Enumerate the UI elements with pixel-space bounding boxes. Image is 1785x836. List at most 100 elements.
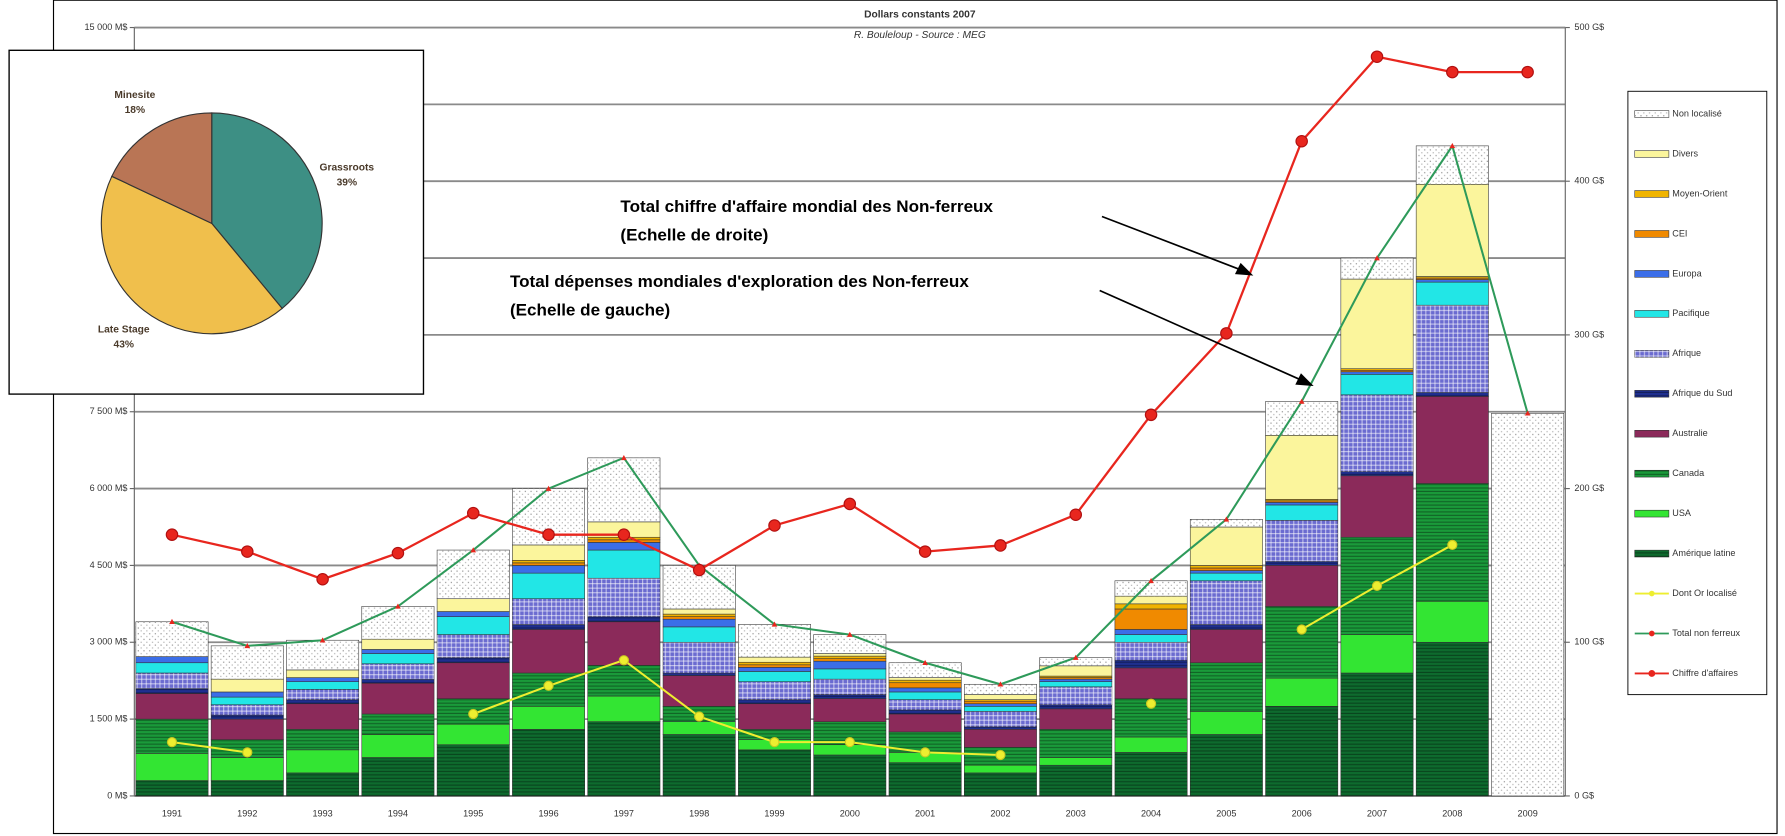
bar-texture [888, 662, 962, 678]
legend-label: Amérique latine [1672, 548, 1735, 558]
bar-texture [1416, 392, 1489, 397]
line-marker [466, 506, 480, 520]
line-marker [391, 546, 405, 560]
line-marker [1374, 255, 1380, 261]
bar-segment [813, 698, 887, 722]
bar-segment [1340, 371, 1414, 375]
bar-texture [888, 709, 962, 714]
bar-texture [286, 699, 359, 704]
bar-texture [286, 640, 359, 670]
bar-segment [1114, 634, 1188, 643]
bar-segment [286, 703, 360, 730]
x-tick-label: 2009 [1518, 809, 1538, 819]
bar-segment [1189, 570, 1263, 574]
x-tick-label: 2002 [990, 809, 1010, 819]
line-marker [1072, 654, 1079, 660]
bar-segment [738, 664, 811, 668]
bar-segment [436, 723, 510, 746]
line-marker [918, 545, 932, 558]
bar-segment [1415, 396, 1489, 484]
bar-texture [135, 673, 209, 689]
x-tick-label: 1992 [237, 809, 257, 819]
bar-segment [286, 681, 360, 690]
bar-segment [1415, 600, 1489, 643]
bar-texture [211, 780, 284, 796]
bar-segment [436, 662, 510, 699]
bar-segment [1189, 567, 1263, 571]
bar-segment [1265, 502, 1339, 506]
line-marker [1449, 143, 1456, 149]
bar-segment [1189, 572, 1263, 582]
x-tick-label: 2001 [915, 809, 935, 819]
line-marker [1446, 65, 1459, 79]
bar-texture [1114, 752, 1188, 796]
x-tick-label: 1993 [312, 809, 332, 819]
legend-label: Moyen-Orient [1672, 188, 1728, 198]
legend-label: Pacifique [1672, 308, 1709, 318]
bar-segment [512, 560, 585, 564]
bar-segment [361, 682, 435, 715]
bar-texture [1190, 519, 1263, 528]
bar-segment [888, 713, 962, 733]
bar-segment [1265, 435, 1339, 500]
pie-label: Minesite [114, 90, 155, 101]
bar-segment [813, 658, 887, 662]
bar-segment [286, 669, 360, 678]
x-tick-label: 1997 [614, 809, 634, 819]
bar-texture [1340, 258, 1414, 280]
y-tick-label: 1 500 M$ [90, 714, 128, 724]
line-marker [846, 631, 853, 637]
y2-tick-label: 500 G$ [1574, 22, 1604, 32]
bar-segment [512, 562, 585, 566]
bar-texture [135, 719, 209, 754]
legend: Non localisé Divers Moyen-Orient CEI Europa P… [1634, 108, 1740, 678]
bar-segment [888, 677, 962, 681]
bar-texture [437, 634, 510, 658]
bar-segment [1265, 504, 1339, 521]
legend-label: Chiffre d'affaires [1672, 668, 1738, 678]
bar-segment [1039, 681, 1113, 688]
legend-swatch [1634, 110, 1669, 118]
bar-segment [888, 687, 962, 693]
bar-texture [1039, 704, 1112, 709]
bar-segment [1340, 374, 1414, 396]
x-tick-label: 2007 [1367, 809, 1387, 819]
bar-segment [662, 616, 736, 620]
bar-segment [964, 729, 1037, 748]
x-tick-label: 1995 [463, 809, 483, 819]
bar-segment [1189, 711, 1263, 735]
bar-segment [436, 616, 510, 635]
bar-segment [813, 653, 887, 657]
bar-texture [512, 624, 585, 630]
bar-segment [1415, 279, 1489, 283]
bar-texture [813, 679, 886, 695]
legend-swatch [1648, 670, 1656, 677]
line-marker [470, 547, 477, 553]
bar-texture [361, 663, 435, 680]
line-marker [241, 545, 254, 558]
y-tick-label: 7 500 M$ [90, 406, 128, 416]
bar-texture [813, 721, 886, 745]
legend-label: Afrique [1672, 348, 1701, 358]
bar-segment [964, 706, 1037, 712]
bar-texture [1340, 471, 1414, 476]
bar-segment [1265, 565, 1339, 607]
line-marker [1521, 65, 1534, 79]
bar-segment [1189, 565, 1263, 569]
legend-swatch [1634, 550, 1669, 557]
x-tick-label: 2008 [1442, 809, 1462, 819]
bar-texture [964, 711, 1037, 727]
bar-texture [437, 657, 510, 663]
legend-swatch [1634, 390, 1669, 398]
bar-texture [1114, 660, 1188, 668]
bar-segment [662, 675, 736, 707]
bar-segment [1415, 184, 1489, 277]
y2-tick-label: 100 G$ [1574, 637, 1604, 647]
legend-label: Total non ferreux [1672, 628, 1740, 638]
legend-swatch [1634, 190, 1670, 198]
annotation: (Echelle de droite) [620, 225, 768, 244]
bar-texture [135, 780, 209, 796]
line-marker [1295, 134, 1308, 148]
bar-texture [587, 665, 661, 697]
bar-segment [1189, 629, 1263, 664]
